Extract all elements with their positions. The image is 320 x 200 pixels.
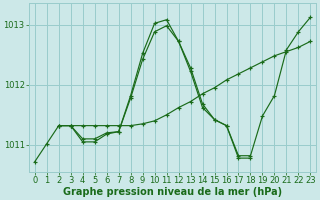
X-axis label: Graphe pression niveau de la mer (hPa): Graphe pression niveau de la mer (hPa) (63, 187, 282, 197)
